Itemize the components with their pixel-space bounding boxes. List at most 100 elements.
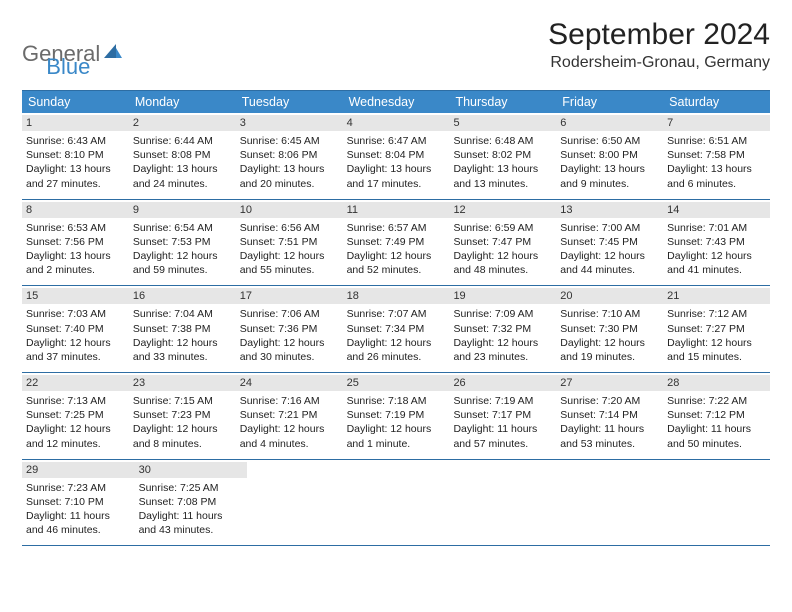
daylight-text: and 27 minutes.	[26, 177, 125, 191]
day-cell: 27Sunrise: 7:20 AMSunset: 7:14 PMDayligh…	[556, 373, 663, 459]
day-number: 12	[449, 202, 556, 218]
day-cell: 2Sunrise: 6:44 AMSunset: 8:08 PMDaylight…	[129, 113, 236, 199]
daylight-text: Daylight: 11 hours	[667, 422, 766, 436]
sunrise-text: Sunrise: 6:50 AM	[560, 134, 659, 148]
day-number: 21	[663, 288, 770, 304]
weekday-friday: Friday	[556, 91, 663, 113]
sunset-text: Sunset: 8:04 PM	[347, 148, 446, 162]
empty-cell	[561, 460, 666, 546]
daylight-text: and 26 minutes.	[347, 350, 446, 364]
sunset-text: Sunset: 7:45 PM	[560, 235, 659, 249]
daylight-text: and 1 minute.	[347, 437, 446, 451]
daylight-text: Daylight: 12 hours	[133, 249, 232, 263]
weekday-header-row: SundayMondayTuesdayWednesdayThursdayFrid…	[22, 91, 770, 113]
day-number: 13	[556, 202, 663, 218]
daylight-text: and 15 minutes.	[667, 350, 766, 364]
day-number: 3	[236, 115, 343, 131]
day-number: 6	[556, 115, 663, 131]
day-number: 18	[343, 288, 450, 304]
calendar: SundayMondayTuesdayWednesdayThursdayFrid…	[22, 90, 770, 546]
day-cell: 24Sunrise: 7:16 AMSunset: 7:21 PMDayligh…	[236, 373, 343, 459]
sunrise-text: Sunrise: 7:25 AM	[139, 481, 244, 495]
daylight-text: and 43 minutes.	[139, 523, 244, 537]
daylight-text: Daylight: 13 hours	[26, 162, 125, 176]
sunset-text: Sunset: 8:06 PM	[240, 148, 339, 162]
sunset-text: Sunset: 7:12 PM	[667, 408, 766, 422]
daylight-text: and 4 minutes.	[240, 437, 339, 451]
weekday-wednesday: Wednesday	[343, 91, 450, 113]
logo-sail-icon	[102, 42, 122, 67]
day-cell: 10Sunrise: 6:56 AMSunset: 7:51 PMDayligh…	[236, 200, 343, 286]
sunset-text: Sunset: 7:30 PM	[560, 322, 659, 336]
daylight-text: Daylight: 12 hours	[26, 422, 125, 436]
sunrise-text: Sunrise: 6:47 AM	[347, 134, 446, 148]
sunset-text: Sunset: 7:21 PM	[240, 408, 339, 422]
day-cell: 22Sunrise: 7:13 AMSunset: 7:25 PMDayligh…	[22, 373, 129, 459]
sunrise-text: Sunrise: 7:16 AM	[240, 394, 339, 408]
sunrise-text: Sunrise: 6:59 AM	[453, 221, 552, 235]
daylight-text: Daylight: 12 hours	[453, 249, 552, 263]
daylight-text: and 23 minutes.	[453, 350, 552, 364]
sunrise-text: Sunrise: 7:07 AM	[347, 307, 446, 321]
sunrise-text: Sunrise: 7:22 AM	[667, 394, 766, 408]
sunset-text: Sunset: 7:43 PM	[667, 235, 766, 249]
daylight-text: Daylight: 13 hours	[453, 162, 552, 176]
location: Rodersheim-Gronau, Germany	[548, 54, 770, 72]
day-number: 11	[343, 202, 450, 218]
daylight-text: and 52 minutes.	[347, 263, 446, 277]
day-cell: 9Sunrise: 6:54 AMSunset: 7:53 PMDaylight…	[129, 200, 236, 286]
daylight-text: and 48 minutes.	[453, 263, 552, 277]
day-cell: 14Sunrise: 7:01 AMSunset: 7:43 PMDayligh…	[663, 200, 770, 286]
sunrise-text: Sunrise: 6:43 AM	[26, 134, 125, 148]
day-number: 8	[22, 202, 129, 218]
day-cell: 26Sunrise: 7:19 AMSunset: 7:17 PMDayligh…	[449, 373, 556, 459]
sunrise-text: Sunrise: 7:00 AM	[560, 221, 659, 235]
week-row: 8Sunrise: 6:53 AMSunset: 7:56 PMDaylight…	[22, 200, 770, 287]
sunset-text: Sunset: 7:23 PM	[133, 408, 232, 422]
sunset-text: Sunset: 7:51 PM	[240, 235, 339, 249]
day-cell: 18Sunrise: 7:07 AMSunset: 7:34 PMDayligh…	[343, 286, 450, 372]
daylight-text: Daylight: 13 hours	[560, 162, 659, 176]
daylight-text: Daylight: 12 hours	[133, 336, 232, 350]
daylight-text: Daylight: 12 hours	[347, 249, 446, 263]
day-number: 30	[135, 462, 248, 478]
daylight-text: Daylight: 12 hours	[347, 422, 446, 436]
daylight-text: and 55 minutes.	[240, 263, 339, 277]
daylight-text: Daylight: 13 hours	[347, 162, 446, 176]
day-cell: 4 Sunrise: 6:47 AMSunset: 8:04 PMDaylight…	[343, 113, 450, 199]
daylight-text: Daylight: 12 hours	[240, 249, 339, 263]
daylight-text: and 8 minutes.	[133, 437, 232, 451]
daylight-text: Daylight: 11 hours	[26, 509, 131, 523]
sunrise-text: Sunrise: 7:10 AM	[560, 307, 659, 321]
sunrise-text: Sunrise: 7:09 AM	[453, 307, 552, 321]
sunrise-text: Sunrise: 7:13 AM	[26, 394, 125, 408]
day-cell: 13Sunrise: 7:00 AMSunset: 7:45 PMDayligh…	[556, 200, 663, 286]
sunrise-text: Sunrise: 6:51 AM	[667, 134, 766, 148]
empty-cell	[456, 460, 561, 546]
sunrise-text: Sunrise: 6:44 AM	[133, 134, 232, 148]
day-number: 29	[22, 462, 135, 478]
sunset-text: Sunset: 8:08 PM	[133, 148, 232, 162]
day-number: 23	[129, 375, 236, 391]
week-row: 15Sunrise: 7:03 AMSunset: 7:40 PMDayligh…	[22, 286, 770, 373]
logo-text-blue: Blue	[46, 54, 90, 80]
sunset-text: Sunset: 7:38 PM	[133, 322, 232, 336]
weekday-monday: Monday	[129, 91, 236, 113]
daylight-text: Daylight: 13 hours	[240, 162, 339, 176]
daylight-text: and 41 minutes.	[667, 263, 766, 277]
empty-cell	[665, 460, 770, 546]
day-number: 25	[343, 375, 450, 391]
daylight-text: Daylight: 11 hours	[453, 422, 552, 436]
day-number: 9	[129, 202, 236, 218]
day-cell: 1Sunrise: 6:43 AMSunset: 8:10 PMDaylight…	[22, 113, 129, 199]
daylight-text: Daylight: 12 hours	[26, 336, 125, 350]
sunrise-text: Sunrise: 7:04 AM	[133, 307, 232, 321]
month-title: September 2024	[548, 18, 770, 52]
sunrise-text: Sunrise: 6:48 AM	[453, 134, 552, 148]
sunset-text: Sunset: 7:17 PM	[453, 408, 552, 422]
daylight-text: Daylight: 13 hours	[133, 162, 232, 176]
day-cell: 3Sunrise: 6:45 AMSunset: 8:06 PMDaylight…	[236, 113, 343, 199]
day-cell: 11Sunrise: 6:57 AMSunset: 7:49 PMDayligh…	[343, 200, 450, 286]
day-number: 1	[22, 115, 129, 131]
day-number: 4	[343, 115, 450, 131]
